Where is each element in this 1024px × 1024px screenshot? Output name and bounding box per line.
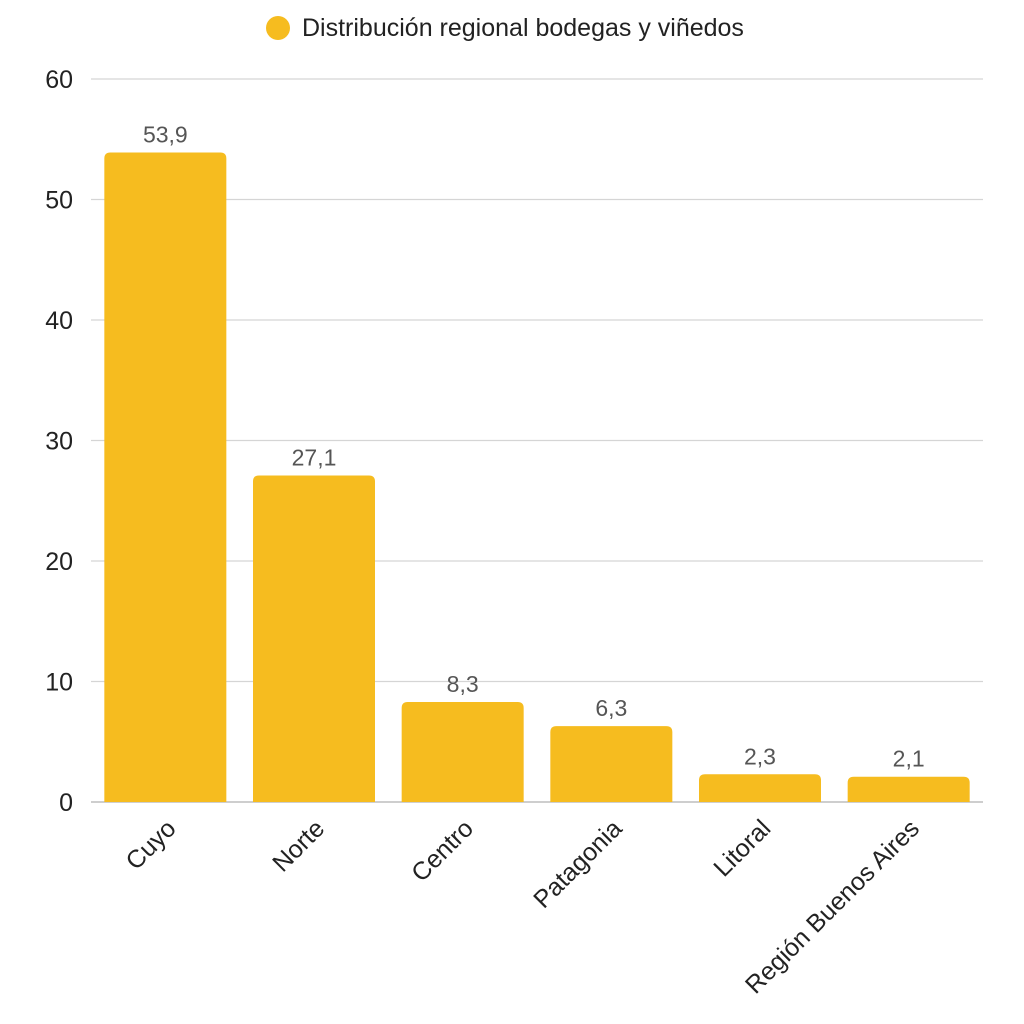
bar-norte[interactable] xyxy=(253,475,375,802)
bar-litoral[interactable] xyxy=(699,774,821,802)
y-axis: 0 10 20 30 40 50 60 xyxy=(45,66,73,817)
y-tick-label: 40 xyxy=(45,307,73,335)
bars xyxy=(104,152,970,802)
x-tick-label: Centro xyxy=(406,814,479,887)
data-label: 27,1 xyxy=(292,444,337,470)
data-label: 2,3 xyxy=(744,743,776,769)
bar-región-buenos-aires[interactable] xyxy=(847,776,970,802)
data-label: 53,9 xyxy=(143,122,188,148)
gridlines xyxy=(91,78,983,803)
x-tick-label: Norte xyxy=(267,814,330,877)
y-tick-label: 20 xyxy=(45,548,73,576)
legend-label: Distribución regional bodegas y viñedos xyxy=(302,14,744,42)
x-tick-label: Patagonia xyxy=(528,814,627,913)
bar-patagonia[interactable] xyxy=(550,726,673,802)
data-label: 6,3 xyxy=(595,695,627,721)
data-labels: 53,9 27,1 8,3 6,3 2,3 2,1 xyxy=(143,122,925,772)
x-tick-label: Cuyo xyxy=(120,814,181,875)
bar-centro[interactable] xyxy=(401,701,524,802)
y-tick-label: 50 xyxy=(45,187,73,215)
y-tick-label: 30 xyxy=(45,428,73,456)
y-tick-label: 10 xyxy=(45,669,73,697)
legend-swatch xyxy=(266,16,290,40)
bar-cuyo[interactable] xyxy=(104,152,227,802)
y-tick-label: 60 xyxy=(45,66,73,94)
x-tick-label: Litoral xyxy=(708,814,776,882)
y-tick-label: 0 xyxy=(59,789,73,817)
data-label: 8,3 xyxy=(447,671,479,697)
legend[interactable]: Distribución regional bodegas y viñedos xyxy=(266,14,744,42)
data-label: 2,1 xyxy=(893,746,925,772)
